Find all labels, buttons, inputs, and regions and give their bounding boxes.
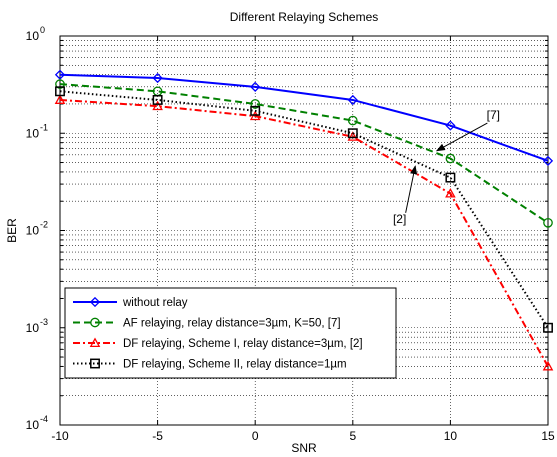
marker-circle — [90, 317, 100, 328]
annotations: [7] [2] — [393, 108, 500, 226]
series-4 — [55, 86, 553, 333]
y-tick-label: 10 — [26, 321, 40, 335]
marker-triangle — [152, 100, 163, 111]
y-tick-exponent: 0 — [40, 25, 45, 35]
marker-triangle — [445, 187, 456, 198]
marker-square — [55, 86, 65, 97]
x-tick-label: 0 — [252, 429, 259, 443]
marker-circle — [543, 217, 553, 228]
marker-diamond — [445, 120, 456, 131]
marker-triangle — [542, 360, 554, 371]
legend-box — [64, 287, 397, 379]
annotation-label: [7] — [487, 108, 500, 122]
marker-diamond — [250, 81, 261, 92]
marker-triangle — [54, 94, 66, 104]
annotation-label: [2] — [393, 212, 406, 226]
x-tick-label: 5 — [349, 429, 356, 443]
marker-square — [543, 322, 553, 333]
y-tick-exponent: -4 — [40, 414, 48, 424]
annotation-arrow — [435, 122, 488, 152]
x-tick-label: 15 — [541, 429, 555, 443]
marker-circle — [250, 99, 261, 109]
marker-square — [152, 94, 163, 105]
x-axis-label: SNR — [291, 441, 317, 455]
y-tick-exponent: -1 — [40, 122, 48, 132]
marker-diamond — [89, 296, 101, 308]
marker-square — [445, 172, 456, 183]
marker-square — [250, 105, 261, 116]
marker-circle — [445, 153, 456, 164]
series-line — [59, 98, 549, 367]
marker-square — [90, 358, 100, 369]
y-tick-label: 10 — [26, 224, 40, 238]
marker-square — [347, 128, 358, 139]
marker-diamond — [54, 69, 66, 80]
series-2 — [55, 79, 553, 228]
series-1 — [54, 69, 554, 166]
x-tick-label: -10 — [51, 429, 69, 443]
series-line — [59, 73, 549, 162]
legend-label: DF relaying, Scheme I, relay distance=3µ… — [123, 338, 363, 350]
marker-triangle — [89, 337, 101, 348]
x-tick-label: -5 — [152, 429, 163, 443]
marker-triangle — [347, 131, 359, 141]
series-layer — [54, 69, 554, 371]
legend-label: without relay — [122, 297, 188, 309]
annotation-arrow — [405, 165, 418, 213]
legend-entry: DF relaying, Scheme II, relay distance=1… — [73, 359, 347, 371]
y-tick-label: 10 — [26, 126, 40, 140]
legend-label: DF relaying, Scheme II, relay distance=1… — [123, 359, 347, 371]
marker-diamond — [152, 72, 163, 84]
y-tick-exponent: -2 — [40, 220, 48, 230]
y-axis-label: BER — [5, 218, 19, 243]
x-tick-label: 10 — [444, 429, 458, 443]
y-tick-label: 10 — [26, 418, 40, 432]
chart-title: Different Relaying Schemes — [230, 10, 379, 24]
marker-circle — [55, 79, 65, 89]
legend-entry: without relay — [73, 296, 188, 309]
y-tick-exponent: -3 — [40, 317, 48, 327]
series-line — [59, 90, 549, 329]
legend-entry: DF relaying, Scheme I, relay distance=3µ… — [73, 337, 363, 350]
marker-circle — [347, 115, 358, 126]
marker-diamond — [347, 94, 358, 106]
y-tick-label: 10 — [26, 29, 40, 43]
legend-entry: AF relaying, relay distance=3µm, K=50, [… — [73, 318, 341, 330]
marker-diamond — [542, 155, 554, 166]
legend: without relay AF relaying, relay distance… — [64, 287, 397, 379]
series-line — [59, 83, 549, 224]
legend-label: AF relaying, relay distance=3µm, K=50, [… — [123, 318, 341, 330]
